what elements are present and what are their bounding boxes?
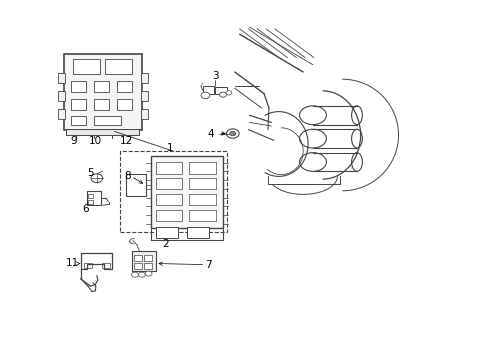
Text: 3: 3	[211, 71, 218, 81]
Bar	[71, 99, 85, 110]
Bar	[63, 54, 142, 130]
Bar	[188, 194, 215, 205]
Ellipse shape	[299, 106, 326, 125]
Bar	[58, 73, 64, 83]
Text: 9: 9	[70, 136, 77, 146]
Bar	[117, 81, 131, 92]
Text: 1: 1	[166, 143, 173, 153]
Bar	[71, 81, 85, 92]
Bar	[132, 251, 155, 271]
Bar	[88, 200, 93, 204]
Circle shape	[226, 129, 239, 138]
Text: 12: 12	[119, 136, 133, 146]
Bar	[141, 91, 147, 101]
Bar	[155, 210, 182, 221]
Bar	[73, 59, 100, 74]
Text: 6: 6	[82, 204, 89, 214]
Bar	[155, 178, 182, 189]
Circle shape	[131, 272, 138, 277]
Text: 10: 10	[89, 136, 102, 146]
Bar	[155, 227, 177, 238]
Bar	[141, 73, 147, 83]
Bar	[126, 174, 145, 196]
Bar	[105, 59, 132, 74]
Text: 11: 11	[65, 258, 79, 268]
Text: 4: 4	[207, 129, 214, 139]
Bar	[188, 162, 215, 174]
Bar	[187, 227, 209, 238]
Bar	[141, 109, 147, 119]
Bar	[150, 156, 223, 228]
Bar	[88, 194, 93, 198]
Bar	[117, 99, 131, 110]
Bar	[134, 263, 142, 269]
Bar	[84, 263, 92, 268]
Bar	[71, 116, 85, 125]
Circle shape	[229, 131, 235, 136]
Ellipse shape	[351, 106, 362, 125]
Bar	[120, 151, 226, 232]
Ellipse shape	[299, 153, 326, 171]
Circle shape	[201, 92, 209, 99]
Bar	[94, 116, 121, 125]
Ellipse shape	[351, 153, 362, 171]
Bar	[94, 81, 108, 92]
Bar	[58, 109, 64, 119]
Bar	[58, 91, 64, 101]
Bar	[144, 255, 152, 261]
Circle shape	[138, 272, 145, 277]
Bar	[134, 255, 142, 261]
Bar	[188, 210, 215, 221]
Bar	[87, 191, 101, 205]
Bar	[66, 129, 139, 135]
Bar	[215, 87, 227, 94]
Bar	[94, 99, 108, 110]
Circle shape	[145, 271, 152, 276]
Text: 7: 7	[204, 260, 211, 270]
Ellipse shape	[299, 129, 326, 148]
Circle shape	[219, 92, 226, 97]
Text: 5: 5	[87, 168, 94, 178]
Bar	[144, 263, 152, 269]
Bar	[102, 263, 109, 268]
Bar	[203, 86, 213, 94]
Ellipse shape	[351, 129, 362, 148]
Circle shape	[225, 91, 231, 95]
Text: 8: 8	[123, 171, 130, 181]
Bar	[188, 178, 215, 189]
Text: 2: 2	[162, 239, 168, 249]
Circle shape	[91, 174, 102, 183]
Bar	[155, 194, 182, 205]
Bar	[155, 162, 182, 174]
